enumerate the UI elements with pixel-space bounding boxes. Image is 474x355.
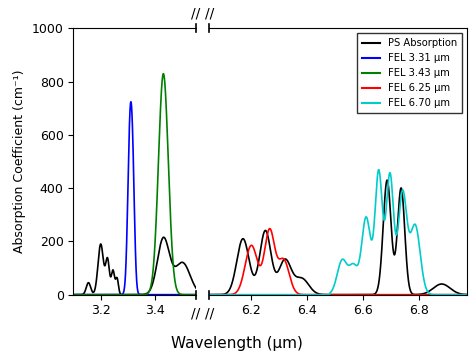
Y-axis label: Absorption Coefficient (cm⁻¹): Absorption Coefficient (cm⁻¹) — [13, 70, 27, 253]
Text: Wavelength (μm): Wavelength (μm) — [171, 337, 303, 351]
Legend: PS Absorption, FEL 3.31 μm, FEL 3.43 μm, FEL 6.25 μm, FEL 6.70 μm: PS Absorption, FEL 3.31 μm, FEL 3.43 μm,… — [356, 33, 462, 113]
Text: //: // — [191, 7, 201, 21]
Text: //: // — [205, 306, 214, 320]
Text: //: // — [205, 7, 214, 21]
Text: //: // — [191, 306, 201, 320]
